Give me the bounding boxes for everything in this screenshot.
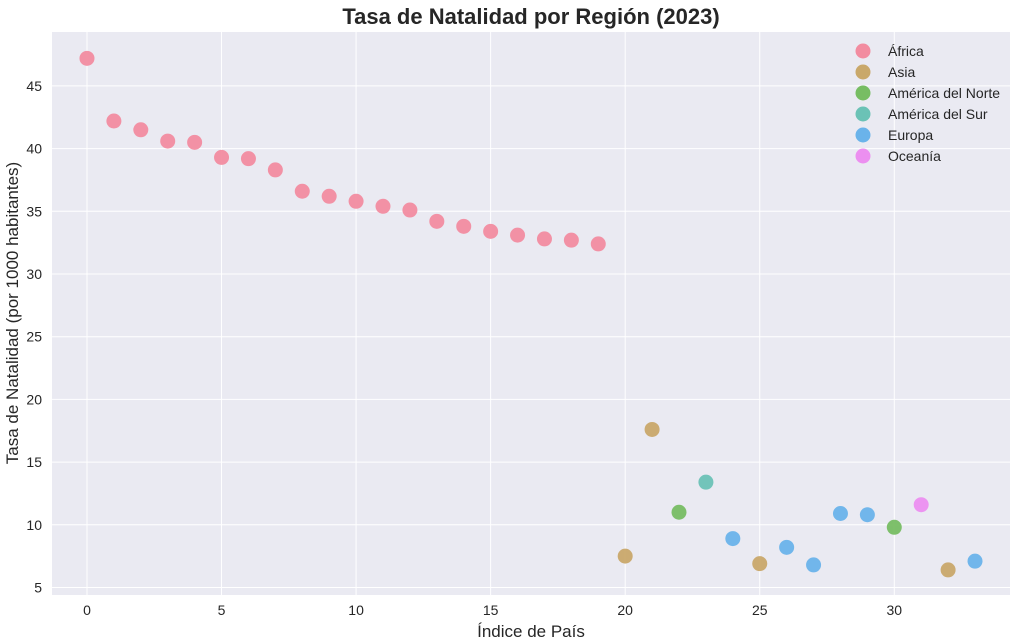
y-tick-label: 35 bbox=[26, 203, 42, 219]
x-tick-label: 10 bbox=[348, 602, 364, 618]
data-point bbox=[321, 188, 337, 204]
data-point bbox=[456, 218, 472, 234]
data-point bbox=[133, 122, 149, 138]
y-tick-label: 25 bbox=[26, 329, 42, 345]
data-point bbox=[644, 421, 660, 437]
data-point bbox=[240, 151, 256, 167]
data-point bbox=[429, 213, 445, 229]
data-point bbox=[671, 504, 687, 520]
y-tick-label: 40 bbox=[26, 141, 42, 157]
data-point bbox=[160, 133, 176, 149]
data-point bbox=[590, 236, 606, 252]
y-tick-label: 15 bbox=[26, 454, 42, 470]
legend-marker bbox=[855, 43, 871, 59]
legend-label: América del Norte bbox=[888, 85, 1000, 101]
legend-marker bbox=[855, 148, 871, 164]
legend: África Asia América del Norte América del S… bbox=[855, 43, 1000, 164]
data-point bbox=[698, 474, 714, 490]
legend-marker bbox=[855, 127, 871, 143]
data-point bbox=[617, 548, 633, 564]
data-point bbox=[187, 134, 203, 150]
data-point bbox=[886, 519, 902, 535]
data-point bbox=[779, 539, 795, 555]
data-point bbox=[402, 202, 418, 218]
legend-label: Oceanía bbox=[888, 148, 941, 164]
legend-label: América del Sur bbox=[888, 106, 988, 122]
x-tick-label: 0 bbox=[83, 602, 91, 618]
x-tick-label: 25 bbox=[752, 602, 768, 618]
tick-labels: 0 5 10 15 20 25 30 5 10 15 20 25 30 35 40 45 bbox=[26, 78, 902, 618]
chart-title: Tasa de Natalidad por Región (2023) bbox=[342, 4, 719, 29]
y-tick-label: 5 bbox=[34, 579, 42, 595]
legend-marker bbox=[855, 85, 871, 101]
y-tick-label: 45 bbox=[26, 78, 42, 94]
y-tick-label: 20 bbox=[26, 391, 42, 407]
legend-marker bbox=[855, 64, 871, 80]
data-point bbox=[832, 505, 848, 521]
data-point bbox=[536, 231, 552, 247]
data-point bbox=[294, 183, 310, 199]
y-tick-label: 10 bbox=[26, 517, 42, 533]
data-point bbox=[79, 50, 95, 66]
legend-label: Europa bbox=[888, 127, 933, 143]
plot-area bbox=[52, 32, 1010, 595]
data-point bbox=[483, 223, 499, 239]
data-point bbox=[267, 162, 283, 178]
legend-label: Asia bbox=[888, 64, 915, 80]
x-tick-label: 20 bbox=[617, 602, 633, 618]
data-point bbox=[510, 227, 526, 243]
grid-lines bbox=[52, 32, 1010, 595]
data-point bbox=[806, 557, 822, 573]
data-point bbox=[859, 507, 875, 523]
data-point bbox=[563, 232, 579, 248]
data-point bbox=[214, 149, 230, 165]
x-tick-label: 5 bbox=[218, 602, 226, 618]
y-tick-label: 30 bbox=[26, 266, 42, 282]
x-tick-label: 30 bbox=[886, 602, 902, 618]
data-point bbox=[940, 562, 956, 578]
data-point bbox=[752, 556, 768, 572]
data-point bbox=[348, 193, 364, 209]
x-axis-label: Índice de País bbox=[477, 622, 585, 641]
data-point bbox=[375, 198, 391, 214]
data-point bbox=[725, 531, 741, 547]
legend-label: África bbox=[888, 43, 924, 59]
data-point bbox=[106, 113, 122, 129]
data-point bbox=[913, 497, 929, 513]
data-point bbox=[967, 553, 983, 569]
data-points bbox=[79, 50, 983, 578]
x-tick-label: 15 bbox=[483, 602, 499, 618]
y-axis-label: Tasa de Natalidad (por 1000 habitantes) bbox=[3, 162, 22, 464]
legend-marker bbox=[855, 106, 871, 122]
